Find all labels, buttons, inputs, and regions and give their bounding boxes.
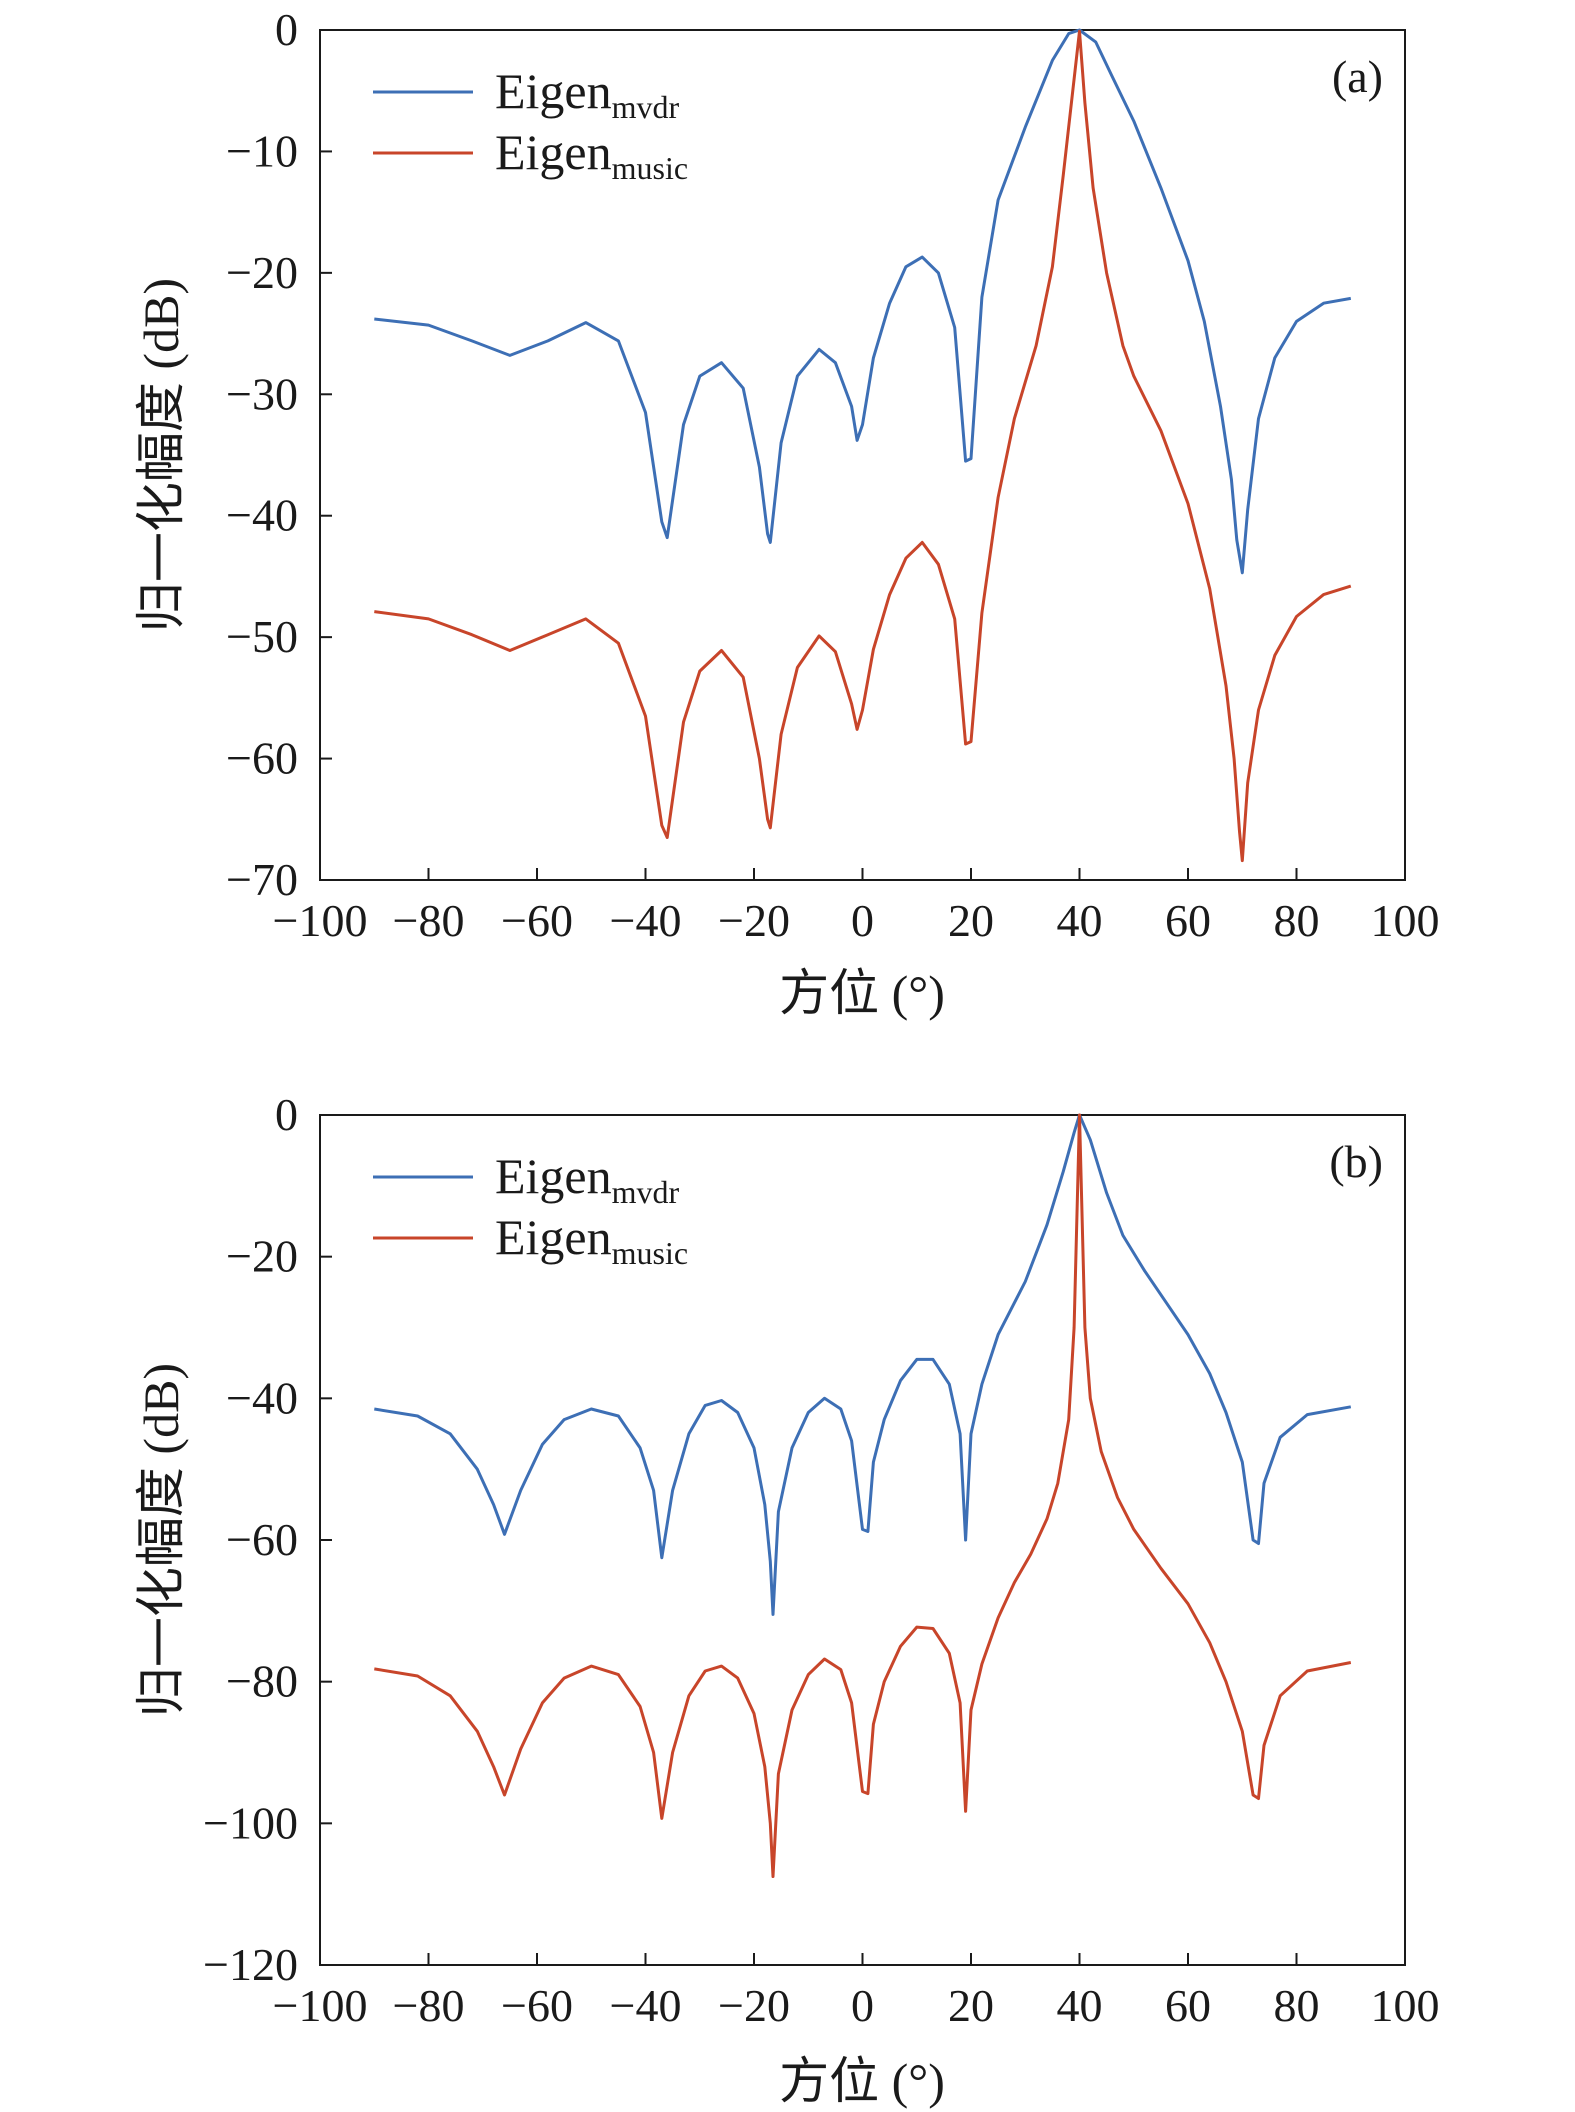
- series-line-music: [374, 1113, 1352, 1878]
- x-tick-label: 60: [1165, 895, 1211, 946]
- plot-frame: [319, 1114, 1406, 1966]
- x-axis-title: 方位 (°): [779, 2053, 945, 2109]
- y-tick-label: −80: [226, 1656, 298, 1707]
- chart-panel-b: −100 −80 −60 −40 −20 0 20 40 60 80 100 0 −20 −40 −60 −8…: [133, 1089, 1440, 2109]
- x-tick-label: −20: [718, 895, 790, 946]
- chart-marks: −100 −80 −60 −40 −20 0 20 40 60 80 100 0 −10 −20 −30 −4…: [226, 4, 1439, 946]
- x-tick-label: 100: [1371, 895, 1440, 946]
- x-tick-label: −20: [718, 1980, 790, 2031]
- y-tick-label: −60: [226, 1514, 298, 1565]
- y-tick-label: −100: [203, 1797, 298, 1848]
- legend: Eigenmvdr Eigenmusic: [373, 63, 688, 186]
- series-line-mvdr: [374, 28, 1352, 575]
- legend-label-mvdr: Eigenmvdr: [495, 1148, 680, 1210]
- y-tick-label: −40: [226, 490, 298, 541]
- legend-subscript: mvdr: [612, 1174, 680, 1210]
- x-tick-label: −60: [501, 895, 573, 946]
- y-tick-label: −50: [226, 611, 298, 662]
- plot-frame: [319, 29, 1406, 881]
- legend: Eigenmvdr Eigenmusic: [373, 1148, 688, 1271]
- legend-label-music: Eigenmusic: [495, 1209, 688, 1271]
- panel-label: (a): [1332, 51, 1383, 102]
- y-tick-label: −20: [226, 247, 298, 298]
- x-tick-label: −100: [273, 1980, 368, 2031]
- y-tick-label: −40: [226, 1372, 298, 1423]
- series-line-music: [374, 29, 1352, 863]
- chart-marks: −100 −80 −60 −40 −20 0 20 40 60 80 100 0 −20 −40 −60 −8…: [203, 1089, 1439, 2031]
- chart-panel-a: −100 −80 −60 −40 −20 0 20 40 60 80 100 0 −10 −20 −30 −4…: [133, 4, 1440, 1021]
- series-line-mvdr: [374, 1113, 1352, 1616]
- x-tick-label: 80: [1274, 895, 1320, 946]
- legend-label-mvdr: Eigenmvdr: [495, 63, 680, 125]
- x-tick-label: 20: [948, 895, 994, 946]
- legend-subscript: mvdr: [612, 89, 680, 125]
- x-tick-label: 20: [948, 1980, 994, 2031]
- x-tick-label: 40: [1057, 1980, 1103, 2031]
- legend-name: Eigen: [495, 1209, 612, 1265]
- legend-name: Eigen: [495, 1148, 612, 1204]
- legend-name: Eigen: [495, 124, 612, 180]
- x-tick-label: 80: [1274, 1980, 1320, 2031]
- x-tick-label: 0: [851, 1980, 874, 2031]
- x-tick-label: −40: [610, 1980, 682, 2031]
- y-tick-label: −10: [226, 125, 298, 176]
- legend-label-music: Eigenmusic: [495, 124, 688, 186]
- x-tick-label: 0: [851, 895, 874, 946]
- y-axis-title: 归一化幅度 (dB): [133, 1363, 189, 1717]
- y-axis-title: 归一化幅度 (dB): [133, 278, 189, 632]
- y-tick-label: −30: [226, 368, 298, 419]
- x-tick-label: −60: [501, 1980, 573, 2031]
- x-tick-label: −40: [610, 895, 682, 946]
- y-tick-label: −120: [203, 1939, 298, 1990]
- y-tick-label: −20: [226, 1231, 298, 1282]
- legend-subscript: music: [612, 1235, 688, 1271]
- x-tick-label: −80: [393, 895, 465, 946]
- y-tick-label: −60: [226, 733, 298, 784]
- panel-label: (b): [1329, 1136, 1383, 1187]
- y-tick-label: 0: [275, 4, 298, 55]
- x-tick-label: 100: [1371, 1980, 1440, 2031]
- x-tick-label: −80: [393, 1980, 465, 2031]
- x-tick-label: 40: [1057, 895, 1103, 946]
- legend-subscript: music: [612, 150, 688, 186]
- x-tick-label: 60: [1165, 1980, 1211, 2031]
- y-tick-label: −70: [226, 854, 298, 905]
- x-axis-title: 方位 (°): [779, 965, 945, 1021]
- x-tick-label: −100: [273, 895, 368, 946]
- y-tick-label: 0: [275, 1089, 298, 1140]
- legend-name: Eigen: [495, 63, 612, 119]
